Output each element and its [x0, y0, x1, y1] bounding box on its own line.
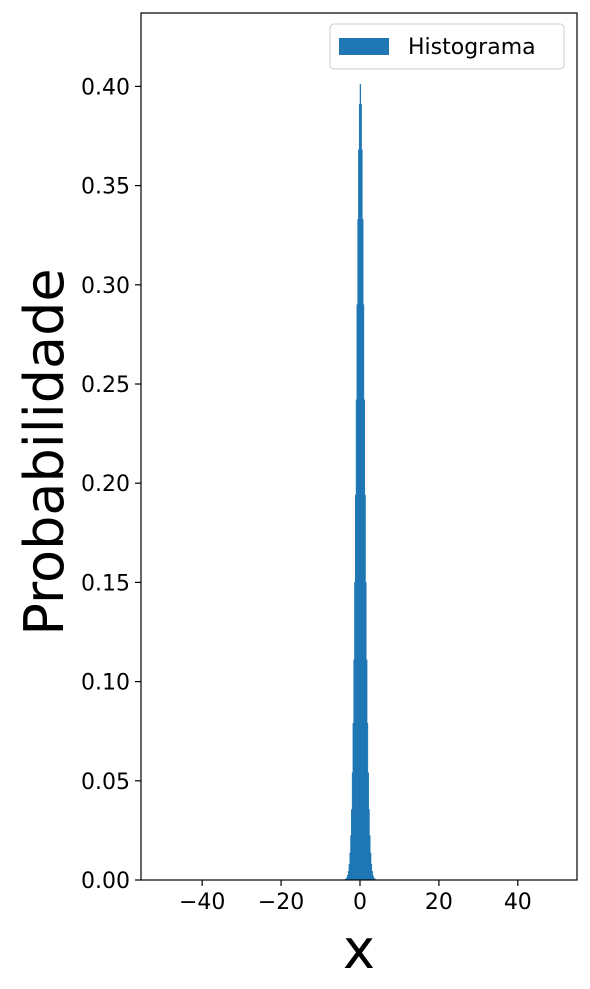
legend: Histograma	[329, 23, 565, 70]
x-axis-label: x	[343, 918, 375, 981]
legend-frame	[329, 23, 565, 70]
y-tick-label: 0.15	[81, 571, 130, 596]
y-tick-label: 0.25	[81, 373, 130, 398]
y-tick-label: 0.00	[81, 869, 130, 894]
y-tick-label: 0.30	[81, 274, 130, 299]
histogram-bars	[343, 84, 377, 881]
plot-frame	[140, 12, 578, 881]
y-axis-label: Probabilidade	[13, 268, 76, 635]
legend-label: Histograma	[408, 35, 536, 60]
x-tick-label: −40	[179, 890, 225, 915]
y-tick-label: 0.40	[81, 75, 130, 100]
x-axis-ticks: −40 −20 0 20 40	[179, 880, 532, 915]
y-axis-ticks: 0.00 0.05 0.10 0.15 0.20 0.25 0.30 0.35 0.40	[81, 75, 141, 894]
y-tick-label: 0.10	[81, 671, 130, 696]
x-tick-label: 40	[504, 890, 532, 915]
x-tick-label: 20	[425, 890, 453, 915]
y-tick-label: 0.35	[81, 175, 130, 200]
y-tick-label: 0.05	[81, 770, 130, 795]
y-tick-label: 0.20	[81, 472, 130, 497]
x-tick-label: 0	[353, 890, 367, 915]
x-tick-label: −20	[258, 890, 304, 915]
legend-swatch	[339, 38, 389, 55]
